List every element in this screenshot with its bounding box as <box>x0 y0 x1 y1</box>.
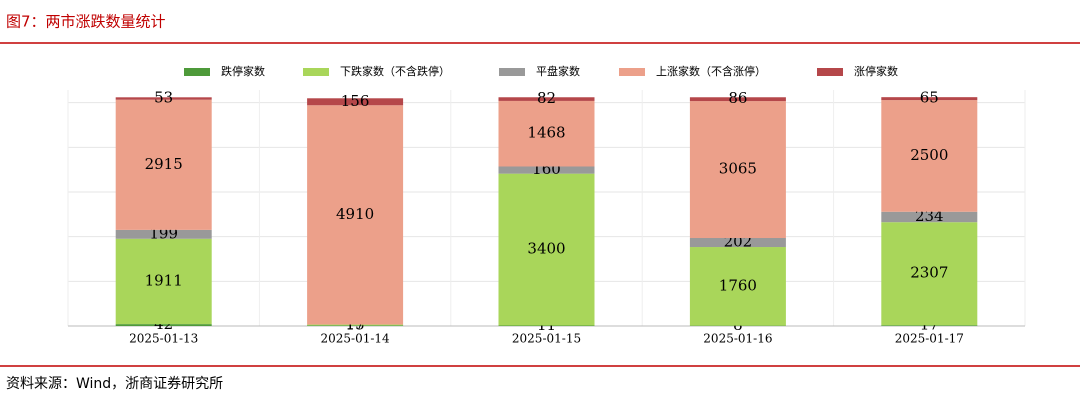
legend-label: 上涨家数（不含涨停） <box>656 64 766 78</box>
value-label: 2500 <box>910 146 948 164</box>
legend-swatch <box>619 68 645 76</box>
legend-swatch <box>303 68 329 76</box>
value-label: 65 <box>920 89 939 107</box>
legend-swatch <box>499 68 525 76</box>
source: 资料来源：Wind，浙商证券研究所 <box>6 376 223 392</box>
value-label: 1760 <box>719 276 757 294</box>
value-label: 3400 <box>527 240 565 258</box>
legend-label: 跌停家数 <box>221 64 265 78</box>
value-label: 4910 <box>336 205 374 223</box>
value-label: 2915 <box>145 155 183 173</box>
chart-title: 图7：两市涨跌数量统计 <box>6 13 166 31</box>
legend-swatch <box>184 68 210 76</box>
value-label: 86 <box>728 89 747 107</box>
value-label: 82 <box>537 89 556 107</box>
value-label: 53 <box>154 88 173 106</box>
value-label: 1468 <box>527 124 565 142</box>
x-tick-label: 2025-01-13 <box>129 332 198 346</box>
legend-swatch <box>817 68 843 76</box>
value-label: 2307 <box>910 264 948 282</box>
value-label: 3065 <box>719 160 757 178</box>
value-label: 1911 <box>145 271 183 289</box>
value-label: 156 <box>341 92 370 110</box>
legend-label: 平盘家数 <box>536 64 580 78</box>
legend-label: 下跌家数（不含跌停） <box>340 64 450 78</box>
legend-label: 涨停家数 <box>854 64 898 78</box>
